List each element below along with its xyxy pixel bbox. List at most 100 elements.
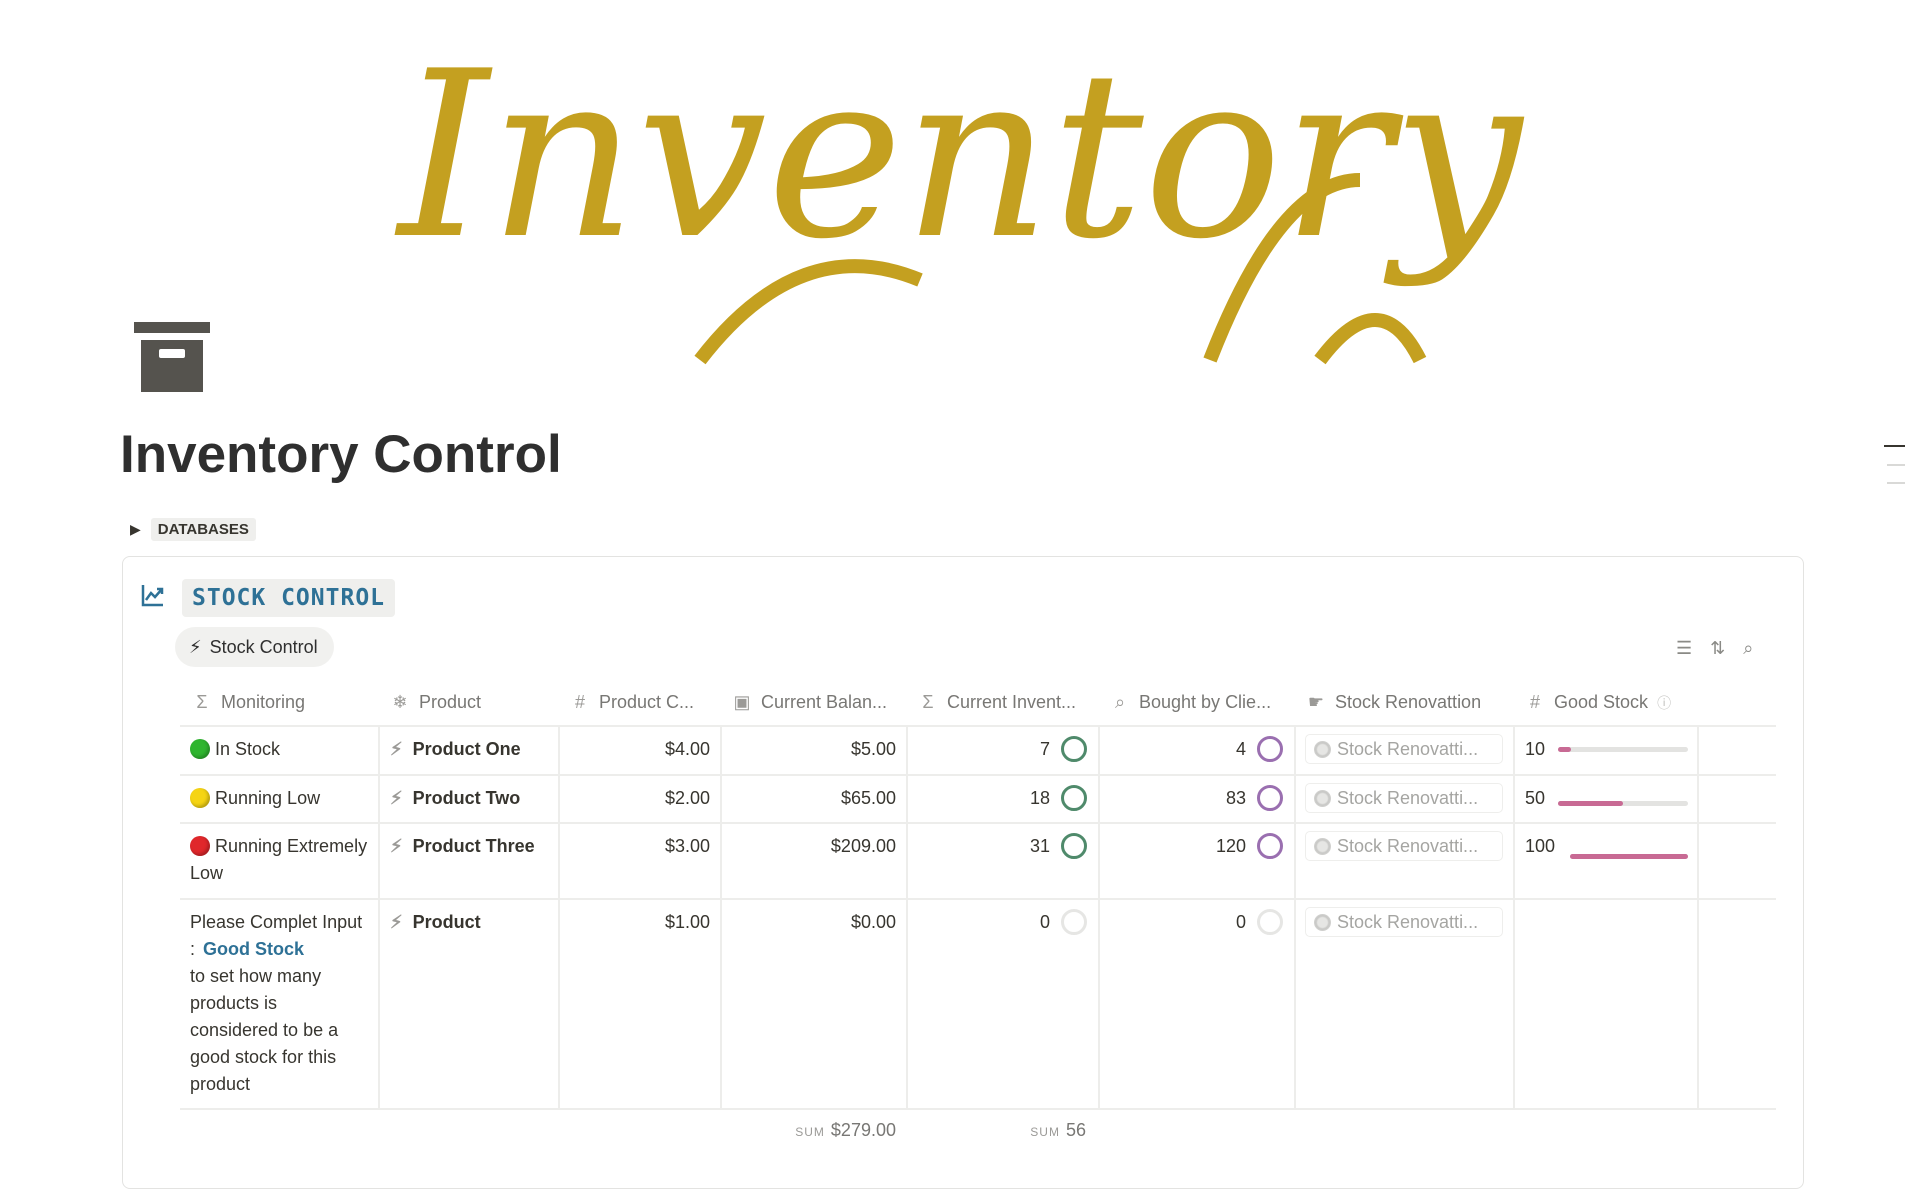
inventory-ring xyxy=(1061,909,1087,935)
product-cell[interactable]: ⚡︎ Product xyxy=(390,909,550,936)
column-header[interactable]: ☛ Stock Renovattion xyxy=(1294,680,1513,725)
balance-sum: SUM $279.00 xyxy=(720,1120,896,1141)
current-balance: $209.00 xyxy=(830,836,896,856)
filter-icon[interactable]: ☰ xyxy=(1676,638,1693,658)
inventory-sum: SUM 56 xyxy=(906,1120,1086,1141)
good-stock-value: 100 xyxy=(1525,836,1556,856)
stock-renovation-button[interactable]: Stock Renovatti... xyxy=(1305,734,1503,764)
stock-renovation-button[interactable]: Stock Renovatti... xyxy=(1305,783,1503,813)
column-type-icon: ❄ xyxy=(392,692,408,712)
column-type-icon: Σ xyxy=(196,692,208,712)
column-label: Good Stock xyxy=(1554,692,1649,712)
column-header[interactable]: ❄ Product xyxy=(378,680,558,725)
databases-toggle[interactable]: ▶ DATABASES xyxy=(130,518,256,541)
current-balance: $65.00 xyxy=(840,788,896,808)
database-title[interactable]: STOCK CONTROL xyxy=(182,579,396,617)
toc-line[interactable] xyxy=(1884,445,1905,447)
view-tab-stock-control[interactable]: ⚡︎ Stock Control xyxy=(175,627,334,667)
sum-label: SUM xyxy=(1030,1125,1060,1139)
inventory-ring xyxy=(1061,785,1087,811)
good-stock-bar-fill xyxy=(1558,801,1623,806)
lightning-icon: ⚡︎ xyxy=(390,788,403,808)
lightning-icon: ⚡︎ xyxy=(390,739,403,759)
column-header[interactable]: # Product C... xyxy=(558,680,720,725)
column-header[interactable]: Σ Monitoring xyxy=(180,680,378,725)
product-cell[interactable]: ⚡︎ Product Two xyxy=(390,785,550,812)
good-stock-link[interactable]: Good Stock xyxy=(203,939,305,959)
column-label: Monitoring xyxy=(221,692,306,712)
monitoring-cell: Please Complet Input : Good Stock to set h… xyxy=(190,909,370,1098)
good-stock-bar-fill xyxy=(1570,854,1688,859)
row-divider xyxy=(180,774,1776,776)
monitoring-cell: Running Extremely Low xyxy=(190,833,370,887)
sum-value: $279.00 xyxy=(830,1120,896,1140)
monitoring-note: to set how many products is considered t… xyxy=(190,966,339,1094)
view-tab-label: Stock Control xyxy=(209,636,318,657)
column-header[interactable]: ▣ Current Balan... xyxy=(720,680,906,725)
bought-by-clients: 4 xyxy=(1235,739,1246,759)
monitoring-text: Running Extremely Low xyxy=(190,836,368,883)
column-label: Current Invent... xyxy=(947,692,1077,712)
renovation-label: Stock Renovatti... xyxy=(1337,738,1479,759)
product-cell[interactable]: ⚡︎ Product One xyxy=(390,736,550,763)
chart-line-icon xyxy=(141,585,164,607)
info-icon[interactable]: ⓘ xyxy=(1657,694,1672,711)
column-divider xyxy=(558,725,560,1108)
column-type-icon: ⌕ xyxy=(1114,692,1126,712)
radio-icon xyxy=(1314,837,1331,855)
column-header[interactable]: # Good Stock ⓘ xyxy=(1513,680,1697,725)
column-divider xyxy=(1098,725,1100,1108)
column-type-icon: Σ xyxy=(922,692,934,712)
column-type-icon: ☛ xyxy=(1307,692,1325,712)
toggle-label: DATABASES xyxy=(150,518,256,541)
archive-box-icon xyxy=(134,322,210,392)
current-inventory: 7 xyxy=(1039,739,1050,759)
lightning-icon: ⚡︎ xyxy=(390,836,403,856)
bought-ring xyxy=(1257,785,1283,811)
product-name: Product One xyxy=(412,739,521,759)
lightning-icon: ⚡︎ xyxy=(390,912,403,932)
current-balance: $0.00 xyxy=(850,912,896,932)
column-label: Current Balan... xyxy=(761,692,888,712)
current-inventory: 0 xyxy=(1039,912,1050,932)
product-cost: $2.00 xyxy=(664,788,710,808)
row-divider xyxy=(180,822,1776,824)
monitoring-cell: Running Low xyxy=(190,785,370,812)
page-title: Inventory Control xyxy=(120,425,562,484)
product-name: Product Three xyxy=(412,836,535,856)
good-stock-bar xyxy=(1570,854,1688,859)
product-cost: $3.00 xyxy=(664,836,710,856)
sort-icon[interactable]: ⇅ xyxy=(1710,638,1726,658)
column-header[interactable]: Σ Current Invent... xyxy=(906,680,1098,725)
good-stock-bar xyxy=(1558,747,1688,752)
product-cell[interactable]: ⚡︎ Product Three xyxy=(390,833,550,860)
status-dot-icon xyxy=(190,836,210,856)
column-label: Stock Renovattion xyxy=(1335,692,1482,712)
renovation-label: Stock Renovatti... xyxy=(1337,835,1479,856)
good-stock-value: 10 xyxy=(1525,739,1546,759)
product-name: Product xyxy=(412,912,481,932)
column-label: Product C... xyxy=(599,692,695,712)
stock-renovation-button[interactable]: Stock Renovatti... xyxy=(1305,907,1503,937)
radio-icon xyxy=(1314,789,1331,807)
product-name: Product Two xyxy=(412,788,521,808)
current-balance: $5.00 xyxy=(850,739,896,759)
toc-line[interactable] xyxy=(1887,464,1905,466)
stock-renovation-button[interactable]: Stock Renovatti... xyxy=(1305,831,1503,861)
bought-ring xyxy=(1257,909,1283,935)
column-divider xyxy=(1513,725,1515,1108)
column-label: Product xyxy=(419,692,482,712)
column-header[interactable]: ⌕ Bought by Clie... xyxy=(1098,680,1294,725)
good-stock-bar xyxy=(1558,801,1688,806)
inventory-ring xyxy=(1061,736,1087,762)
column-divider xyxy=(906,725,908,1108)
database-card xyxy=(122,556,1804,1189)
bought-by-clients: 0 xyxy=(1235,912,1246,932)
toc-line[interactable] xyxy=(1887,482,1905,484)
renovation-label: Stock Renovatti... xyxy=(1337,911,1479,932)
sum-value: 56 xyxy=(1065,1120,1086,1140)
search-icon[interactable]: ⌕ xyxy=(1743,638,1754,658)
bought-ring xyxy=(1257,833,1283,859)
triangle-right-icon: ▶ xyxy=(130,521,141,537)
good-stock-bar-fill xyxy=(1558,747,1571,752)
